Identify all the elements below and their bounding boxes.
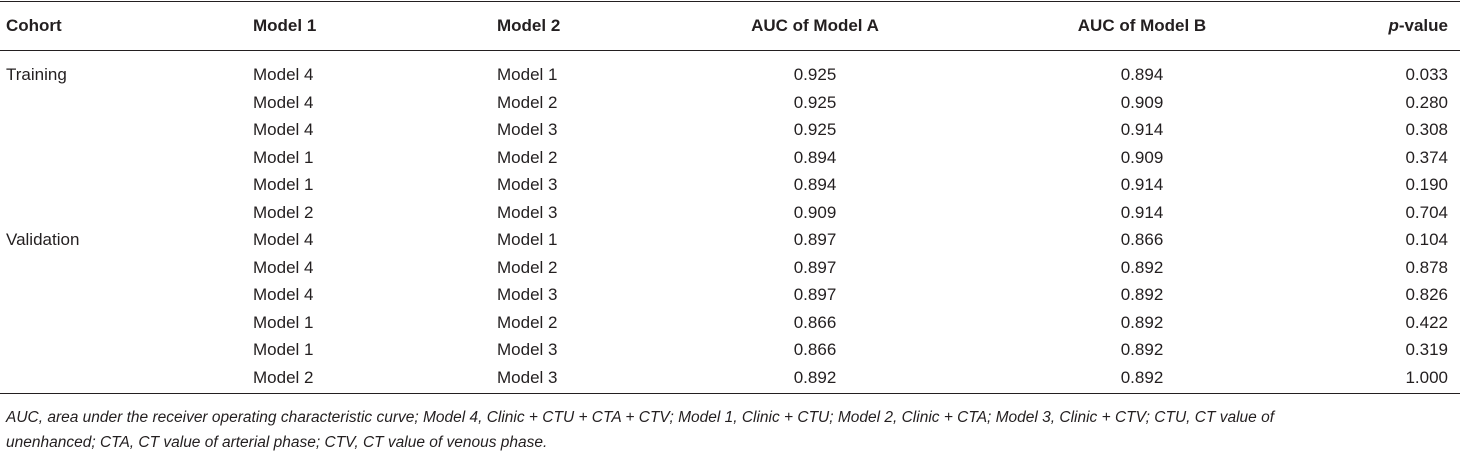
table-cell: Model 1 [497, 230, 558, 249]
table-cell: 0.909 [1120, 92, 1164, 112]
column-header: AUC of Model A [751, 16, 879, 35]
table-cell: 0.892 [1120, 285, 1164, 304]
table-cell: 1.000 [1405, 367, 1448, 387]
table-cell: Model 1 [253, 312, 314, 332]
table-cell: 0.422 [1405, 312, 1448, 332]
table-cell: 0.280 [1405, 92, 1448, 112]
table-cell: 0.897 [793, 230, 837, 249]
table-cell: 0.925 [793, 120, 837, 139]
table-cell: Model 2 [253, 367, 314, 387]
table-cell: 0.897 [793, 257, 837, 277]
table-cell: 0.909 [1120, 147, 1164, 167]
bottom-rule [0, 393, 1460, 394]
table-cell: 0.892 [1120, 367, 1164, 387]
table-cell: 0.866 [1120, 230, 1164, 249]
table-cell: Model 3 [497, 285, 558, 304]
table-cell: Model 1 [253, 147, 314, 167]
column-header: Model 1 [253, 16, 317, 35]
table-cell: 0.308 [1405, 120, 1448, 139]
table-cell: 0.892 [1120, 340, 1164, 359]
table-cell: 0.894 [793, 147, 837, 167]
table-cell: 0.190 [1405, 175, 1448, 194]
table-cell: Model 2 [497, 312, 558, 332]
footnote: AUC, area under the receiver operating c… [6, 409, 1275, 426]
header-text: -value [1398, 16, 1448, 35]
table-cell: Model 3 [497, 120, 558, 139]
table-cell: Model 3 [497, 367, 558, 387]
table-cell: 0.914 [1120, 120, 1164, 139]
table-cell: Model 2 [497, 147, 558, 167]
table-cell: 0.894 [793, 175, 837, 194]
table-cell: Model 4 [253, 120, 314, 139]
header-italic: p [1388, 16, 1399, 35]
table-cell: Model 3 [497, 202, 558, 222]
table-cell: Model 4 [253, 257, 314, 277]
table-cell: 0.894 [1120, 65, 1164, 84]
table-cell: 0.866 [793, 312, 837, 332]
table-cell: 0.925 [793, 92, 837, 112]
column-header: Model 2 [497, 16, 561, 35]
table-cell: 0.866 [793, 340, 837, 359]
column-header: p-value [1388, 16, 1448, 36]
table-cell: Model 1 [497, 65, 558, 84]
table-cell: Model 4 [253, 92, 314, 112]
top-rule [0, 1, 1460, 2]
table-cell: 0.374 [1405, 147, 1448, 167]
table-cell: Model 2 [497, 257, 558, 277]
table-cell: 0.914 [1120, 202, 1164, 222]
cohort-cell: Validation [6, 230, 80, 249]
footnote: unenhanced; CTA, CT value of arterial ph… [6, 434, 548, 451]
table-cell: Model 4 [253, 230, 314, 249]
cohort-cell: Training [6, 65, 67, 84]
table-cell: 0.914 [1120, 175, 1164, 194]
table-cell: Model 2 [497, 92, 558, 112]
table-cell: Model 2 [253, 202, 314, 222]
header-rule [0, 50, 1460, 51]
table-cell: Model 4 [253, 285, 314, 304]
table-cell: 0.878 [1405, 257, 1448, 277]
column-header: Cohort [6, 16, 62, 35]
table-cell: 0.826 [1405, 285, 1448, 304]
table-cell: Model 1 [253, 175, 314, 194]
table-cell: Model 3 [497, 340, 558, 359]
table-cell: 0.909 [793, 202, 837, 222]
table-cell: Model 4 [253, 65, 314, 84]
table-cell: 0.892 [1120, 257, 1164, 277]
column-header: AUC of Model B [1077, 16, 1207, 35]
table-cell: 0.033 [1405, 65, 1448, 84]
table-cell: Model 1 [253, 340, 314, 359]
table-cell: 0.704 [1405, 202, 1448, 222]
table-cell: 0.925 [793, 65, 837, 84]
table-cell: 0.104 [1405, 230, 1448, 249]
table-cell: 0.897 [793, 285, 837, 304]
table-cell: 0.892 [793, 367, 837, 387]
table-cell: 0.892 [1120, 312, 1164, 332]
table-cell: Model 3 [497, 175, 558, 194]
table-cell: 0.319 [1405, 340, 1448, 359]
